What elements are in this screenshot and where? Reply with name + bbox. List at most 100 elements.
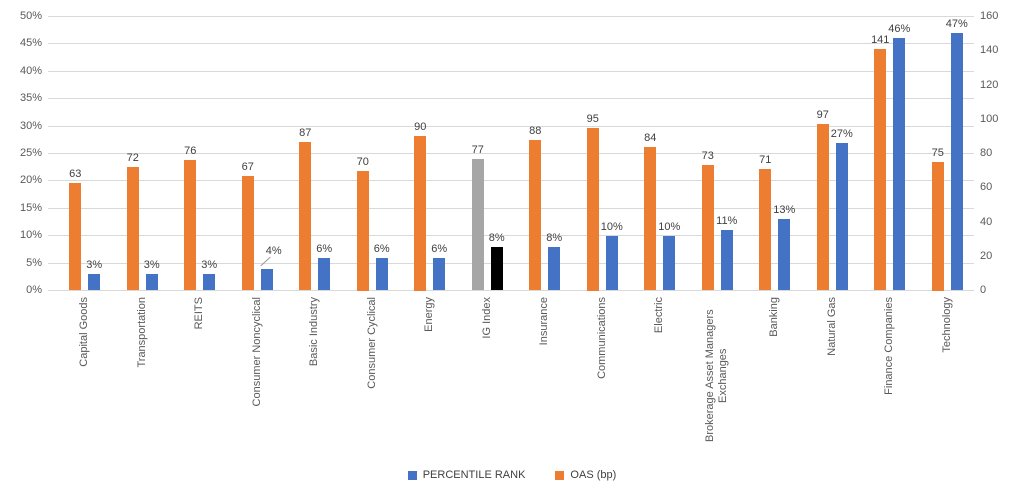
gridline [48, 98, 974, 100]
label-leader-line [260, 256, 271, 266]
category-label: Insurance [516, 297, 574, 465]
bar-percentile [318, 257, 331, 291]
bar-oas [874, 49, 887, 291]
category-label: Banking [746, 297, 804, 465]
legend: PERCENTILE RANK OAS (bp) [0, 467, 1024, 483]
category-label-text: Insurance [538, 297, 551, 346]
bar-percentile [835, 142, 848, 291]
y-axis-right-tick: 120 [980, 78, 999, 91]
category-label: Transportation [114, 297, 172, 465]
category-label: Consumer Cyclical [344, 297, 402, 465]
category-label-text: Transportation [135, 297, 148, 368]
legend-label: PERCENTILE RANK [422, 469, 526, 481]
bar-value-label-oas: 141 [871, 34, 890, 47]
bar-oas [414, 136, 427, 291]
legend-swatch-icon [555, 470, 565, 480]
bar-value-label-percentile: 46% [888, 23, 911, 36]
bar-percentile [375, 257, 388, 291]
bar-value-label-oas: 67 [241, 160, 254, 173]
category-label: Capital Goods [56, 297, 114, 465]
bar-value-label-percentile: 11% [716, 215, 738, 228]
y-axis-left-tick: 5% [26, 256, 42, 269]
bar-value-label-oas: 95 [586, 112, 599, 125]
bar-value-label-oas: 75 [931, 147, 944, 160]
y-axis-left-tick: 40% [19, 64, 42, 77]
category-label-text: Energy [423, 297, 436, 332]
y-axis-right-tick: 40 [980, 215, 993, 228]
y-axis-left-tick: 50% [19, 10, 42, 22]
category-label: Communications [574, 297, 632, 465]
bar-oas [471, 158, 484, 291]
y-axis-left-tick: 0% [26, 284, 42, 296]
category-label-text: Banking [768, 297, 781, 337]
category-label-text: Technology [940, 297, 953, 353]
category-label: Basic Industry [286, 297, 344, 465]
bar-value-label-oas: 87 [299, 126, 312, 139]
category-label: Brokerage Asset Managers Exchanges [689, 297, 747, 465]
legend-item: PERCENTILE RANK [407, 469, 526, 481]
gridline [48, 235, 974, 237]
y-axis-right-tick: 20 [980, 249, 993, 262]
gridline [48, 290, 974, 291]
bar-oas [529, 139, 542, 291]
bar-oas [759, 168, 772, 291]
category-label-text: IG Index [480, 297, 493, 339]
bar-percentile [88, 274, 101, 291]
bar-value-label-percentile: 10% [658, 220, 681, 233]
bar-percentile [490, 246, 503, 291]
gridline [48, 180, 974, 182]
category-label: Electric [631, 297, 689, 465]
bar-value-label-percentile: 3% [143, 259, 160, 272]
y-axis-left-tick: 15% [19, 201, 42, 214]
bar-value-label-oas: 84 [644, 131, 657, 144]
bar-value-label-oas: 73 [701, 150, 714, 163]
category-label-text: Natural Gas [825, 297, 838, 356]
bar-oas [701, 165, 714, 291]
category-label-text: Capital Goods [78, 297, 91, 367]
bar-oas [126, 167, 139, 291]
bar-value-label-percentile: 6% [373, 242, 390, 255]
y-axis-right-tick: 0 [980, 284, 987, 296]
gridline [48, 207, 974, 209]
legend-item: OAS (bp) [555, 469, 616, 481]
bar-percentile [663, 235, 676, 291]
bar-percentile [433, 257, 446, 291]
bar-value-label-percentile: 13% [773, 204, 796, 217]
bar-value-label-oas: 63 [69, 167, 82, 180]
bar-value-label-percentile: 4% [265, 244, 282, 257]
bar-oas [241, 175, 254, 291]
category-label: Technology [919, 297, 977, 465]
bar-value-label-oas: 71 [759, 153, 772, 166]
category-label-text: Electric [653, 297, 666, 334]
bar-percentile [260, 268, 273, 291]
gridline [48, 153, 974, 154]
y-axis-left-tick: 20% [19, 174, 42, 187]
bar-percentile [605, 235, 618, 291]
gridline [48, 70, 974, 72]
category-label-text: Basic Industry [308, 297, 321, 367]
category-label-text: Finance Companies [883, 297, 896, 395]
gridline [48, 125, 974, 127]
bar-value-label-oas: 97 [816, 109, 829, 122]
y-axis-left-tick: 10% [19, 229, 42, 242]
bar-percentile [203, 274, 216, 291]
bar-percentile [720, 230, 733, 291]
bar-value-label-oas: 70 [356, 155, 369, 168]
y-axis-right-tick: 100 [980, 112, 999, 125]
y-axis-right-tick: 60 [980, 181, 993, 194]
category-label: REITS [171, 297, 229, 465]
bar-oas [931, 162, 944, 291]
bar-value-label-percentile: 8% [546, 231, 563, 244]
bar-oas [69, 182, 82, 291]
bar-value-label-percentile: 3% [86, 259, 103, 272]
bar-percentile [145, 274, 158, 291]
category-label-text: Consumer Cyclical [365, 297, 378, 389]
y-axis-right-tick: 80 [980, 147, 993, 159]
bar-value-label-percentile: 8% [488, 231, 505, 244]
category-label: Consumer Noncyclical [229, 297, 287, 465]
bar-oas [184, 160, 197, 291]
bar-percentile [893, 38, 906, 291]
bar-oas [644, 146, 657, 291]
bar-percentile [950, 32, 963, 291]
